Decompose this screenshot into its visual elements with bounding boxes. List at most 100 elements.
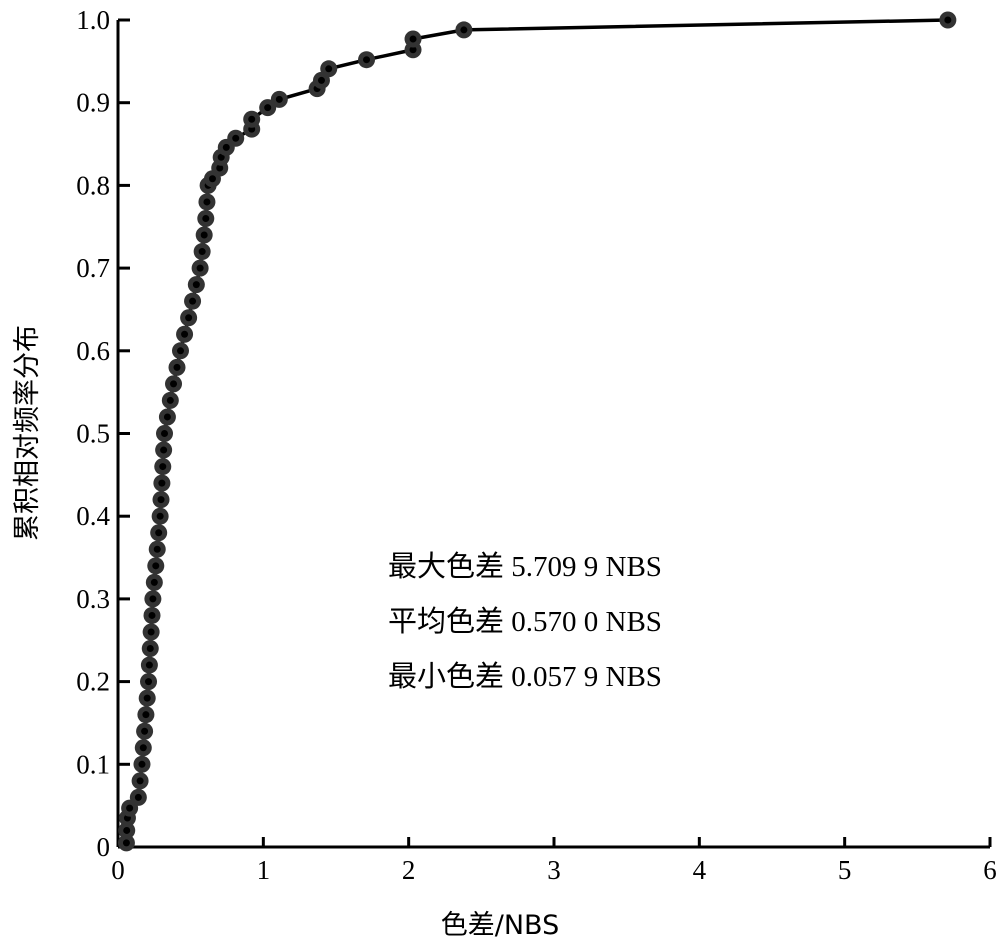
data-point: [153, 474, 171, 492]
y-tick-label: 0: [97, 832, 111, 862]
y-tick-label: 0.9: [76, 88, 110, 118]
data-point-center: [160, 446, 168, 454]
data-point: [227, 129, 245, 147]
data-point-center: [317, 76, 325, 84]
data-point-center: [159, 463, 167, 471]
data-point-center: [196, 264, 204, 272]
data-point-center: [325, 65, 333, 73]
data-point: [176, 325, 194, 343]
y-tick-label: 0.1: [76, 749, 110, 779]
data-point-center: [163, 413, 171, 421]
data-point-center: [161, 430, 169, 437]
data-point-center: [138, 760, 146, 768]
y-tick-label: 1.0: [76, 5, 110, 35]
x-tick-label: 0: [111, 855, 125, 885]
ticks: 0 1 2 3 4 5 6 0 0.1 0.2 0.3 0.4 0.5 0.6 0.7 0.8 0.9 1.0: [76, 5, 997, 885]
data-point-center: [200, 231, 208, 239]
data-point-center: [148, 611, 156, 619]
annotation-min: 最小色差 0.057 9 NBS: [388, 660, 662, 693]
data-point-center: [173, 363, 181, 371]
data-point-center: [232, 134, 240, 142]
data-point-center: [189, 297, 197, 305]
data-point-center: [139, 744, 147, 752]
x-tick-label: 5: [838, 855, 852, 885]
data-point-center: [145, 661, 153, 669]
data-point-center: [363, 56, 371, 64]
data-point: [117, 834, 135, 852]
data-point: [404, 30, 422, 48]
data-point: [358, 51, 376, 69]
data-point-center: [150, 578, 158, 586]
x-tick-label: 3: [547, 855, 561, 885]
data-point-center: [460, 26, 468, 34]
y-axis-title: 累积相对频率分布: [12, 325, 43, 541]
data-point: [118, 821, 136, 839]
data-point: [144, 590, 162, 608]
data-point-center: [123, 826, 131, 834]
data-point: [129, 788, 147, 806]
data-point: [140, 656, 158, 674]
data-point: [152, 491, 170, 509]
data-point: [155, 441, 173, 459]
data-point: [137, 706, 155, 724]
y-tick-label: 0.7: [76, 253, 110, 283]
data-point: [193, 243, 211, 261]
data-point-center: [170, 380, 178, 388]
data-point: [134, 739, 152, 757]
data-point: [168, 358, 186, 376]
data-point: [131, 772, 149, 790]
data-point-center: [126, 804, 134, 812]
data-point-center: [122, 839, 130, 847]
data-point: [143, 606, 161, 624]
data-point-center: [147, 628, 155, 636]
data-point: [184, 292, 202, 310]
data-point-center: [134, 793, 142, 801]
data-point: [455, 21, 473, 39]
data-point-center: [203, 198, 211, 206]
data-point-center: [275, 95, 283, 103]
data-point-center: [192, 281, 200, 289]
data-point-center: [156, 512, 164, 520]
data-point: [161, 391, 179, 409]
data-point-center: [157, 496, 165, 504]
data-point: [142, 623, 160, 641]
data-point-center: [208, 175, 216, 183]
data-point: [198, 193, 216, 211]
data-point: [195, 226, 213, 244]
data-point: [138, 689, 156, 707]
data-point: [136, 722, 154, 740]
data-point: [197, 209, 215, 227]
axes: [116, 20, 990, 849]
data-point-center: [136, 777, 144, 785]
series-line: [124, 18, 948, 843]
data-point: [180, 309, 198, 327]
data-point-center: [202, 214, 210, 222]
data-point-center: [217, 153, 225, 161]
y-tick-label: 0.4: [76, 501, 110, 531]
data-point: [171, 342, 189, 360]
x-tick-label: 1: [257, 855, 271, 885]
data-point-center: [141, 727, 149, 735]
data-point-center: [409, 35, 417, 43]
data-point: [154, 458, 172, 476]
data-point-center: [158, 479, 166, 487]
data-point-center: [153, 545, 161, 553]
data-point-center: [216, 164, 224, 172]
data-point-center: [155, 529, 163, 537]
x-tick-label: 4: [693, 855, 707, 885]
data-point-center: [185, 314, 193, 322]
data-point-center: [222, 143, 230, 151]
data-point-center: [181, 330, 189, 338]
annotation-max: 最大色差 5.709 9 NBS: [388, 550, 662, 583]
data-point: [270, 90, 288, 108]
data-point: [141, 640, 159, 658]
data-point: [165, 375, 183, 393]
data-point: [147, 557, 165, 575]
data-point: [140, 673, 158, 691]
data-point-center: [198, 248, 206, 256]
data-point: [320, 60, 338, 78]
y-tick-label: 0.6: [76, 336, 110, 366]
data-point: [133, 755, 151, 773]
data-point-center: [149, 595, 157, 603]
